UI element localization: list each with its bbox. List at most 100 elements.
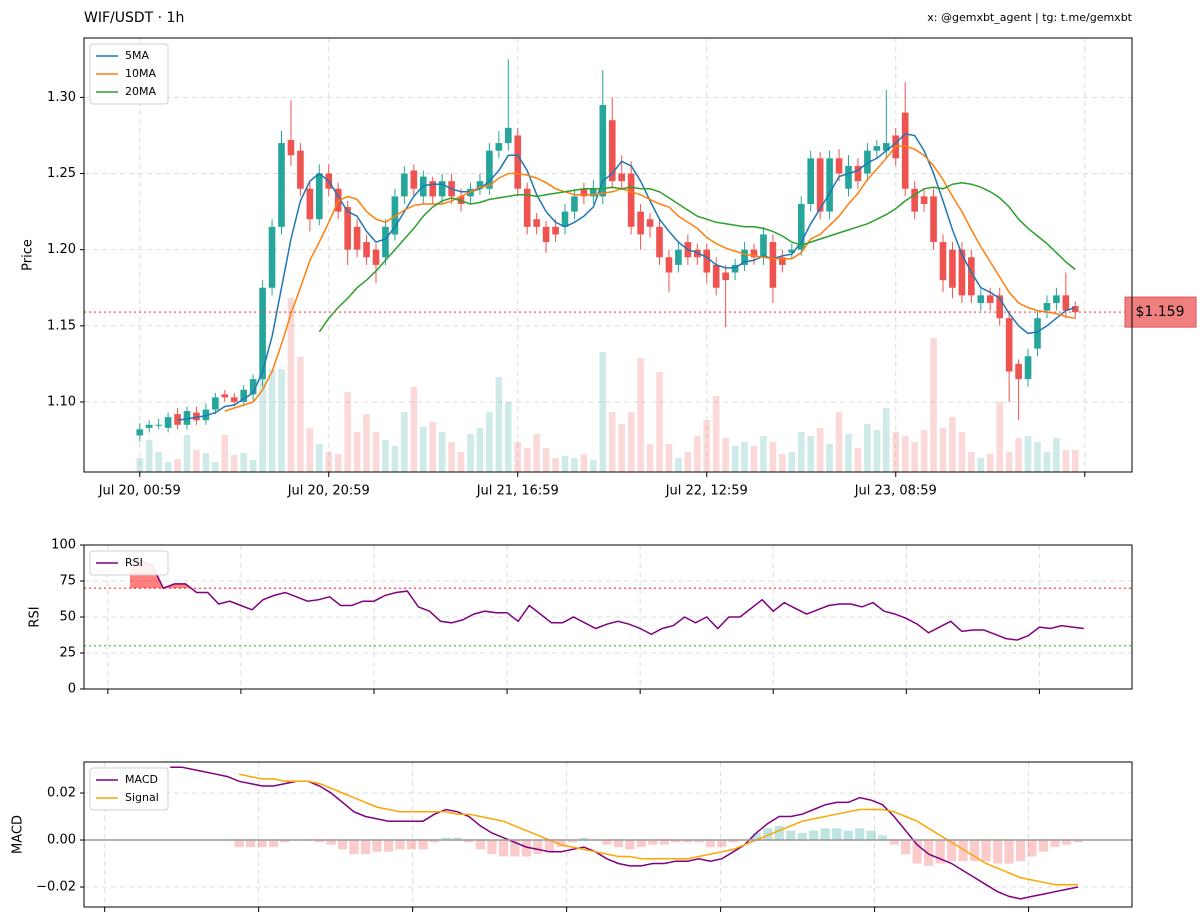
volume-bar xyxy=(627,412,635,472)
histogram-bar xyxy=(349,840,359,855)
histogram-bar xyxy=(981,840,991,862)
y-tick-label: 1.15 xyxy=(47,318,76,333)
histogram-bar xyxy=(878,835,888,841)
volume-bar xyxy=(590,460,597,472)
current-price-label: $1.159 xyxy=(1136,304,1185,320)
volume-bar xyxy=(864,424,871,472)
y-tick-label: 0.02 xyxy=(47,786,76,801)
histogram-bar xyxy=(383,840,394,852)
candle-body xyxy=(665,257,673,273)
plot-area xyxy=(84,545,1132,689)
volume-bar xyxy=(693,436,701,472)
legend-label: 5MA xyxy=(125,49,149,62)
candle-body xyxy=(930,196,937,243)
y-tick-label: 75 xyxy=(59,574,76,589)
y-tick-label: 25 xyxy=(59,646,76,661)
volume-bar xyxy=(996,402,1004,472)
candle-body xyxy=(476,181,484,189)
histogram-bar xyxy=(395,840,405,850)
volume-bar xyxy=(334,454,342,472)
histogram-bar xyxy=(257,840,267,848)
candle-body xyxy=(315,173,323,220)
histogram-bar xyxy=(855,828,865,841)
y-axis-label: RSI xyxy=(28,606,43,627)
candle-body xyxy=(429,181,437,197)
volume-bar xyxy=(816,428,824,472)
candle-body xyxy=(580,188,588,197)
histogram-bar xyxy=(843,830,853,841)
volume-bar xyxy=(467,434,474,472)
candle-body xyxy=(297,150,304,189)
volume-bar xyxy=(561,456,569,472)
volume-bar xyxy=(958,432,966,472)
volume-bar xyxy=(268,369,276,472)
candle-body xyxy=(514,135,522,189)
histogram-bar xyxy=(556,840,566,848)
candle-body xyxy=(438,181,446,197)
y-tick-label: 1.10 xyxy=(47,394,76,409)
y-tick-label: 50 xyxy=(59,610,76,625)
plot-area xyxy=(84,38,1132,472)
candle-body xyxy=(769,242,777,288)
volume-bar xyxy=(533,434,540,472)
histogram-bar xyxy=(613,840,623,848)
candle-body xyxy=(968,257,975,296)
volume-bar xyxy=(382,440,389,472)
candle-body xyxy=(230,397,238,402)
histogram-bar xyxy=(544,840,554,852)
plot-frame xyxy=(83,37,1133,473)
candle-body xyxy=(344,207,351,250)
series-line xyxy=(224,145,1076,412)
candle-body xyxy=(722,272,729,281)
current-price-box xyxy=(1124,296,1197,328)
volume-bar xyxy=(722,438,729,472)
histogram-bar xyxy=(602,840,612,845)
candle-body xyxy=(873,146,881,151)
candle-body xyxy=(816,158,824,212)
histogram-bar xyxy=(498,840,509,857)
histogram-bar xyxy=(1050,840,1060,848)
histogram-bar xyxy=(1038,840,1049,852)
volume-bar xyxy=(920,430,928,472)
volume-bar xyxy=(1024,436,1032,472)
plot-frame xyxy=(83,544,1133,690)
candle-body xyxy=(1024,356,1032,380)
volume-bar xyxy=(939,428,947,472)
histogram-bar xyxy=(1015,840,1026,862)
histogram-bar xyxy=(246,840,256,848)
y-tick-label: 100 xyxy=(51,538,76,553)
volume-bar xyxy=(495,377,503,472)
candle-body xyxy=(675,249,682,265)
legend-label: MACD xyxy=(125,773,158,786)
candle-body xyxy=(835,158,843,174)
overbought-fill xyxy=(130,559,1084,589)
histogram-bar xyxy=(946,840,957,862)
candle-body xyxy=(542,226,550,243)
volume-bar xyxy=(637,358,644,472)
volume-bar xyxy=(873,430,881,472)
series-line xyxy=(170,766,1079,900)
histogram-bar xyxy=(866,830,876,841)
volume-bar xyxy=(315,444,323,472)
candle-body xyxy=(145,424,153,428)
volume-bar xyxy=(401,412,408,472)
histogram-bar xyxy=(705,840,715,848)
histogram-bar xyxy=(671,840,681,843)
candle-body xyxy=(977,295,985,303)
histogram-bar xyxy=(751,832,761,841)
volume-bar xyxy=(344,392,351,472)
histogram-bar xyxy=(372,840,382,852)
candle-body xyxy=(986,295,994,303)
candle-body xyxy=(882,143,890,151)
histogram-bar xyxy=(797,832,807,841)
candle-body xyxy=(278,143,285,227)
volume-bar xyxy=(372,432,380,472)
legend-label: Signal xyxy=(125,791,159,804)
candle-body xyxy=(155,424,162,426)
candle-body xyxy=(1043,302,1051,311)
candle-body xyxy=(807,158,815,204)
histogram-bar xyxy=(1004,840,1014,864)
candle-body xyxy=(731,264,739,273)
volume-bar xyxy=(410,387,418,472)
volume-bar xyxy=(703,420,711,472)
